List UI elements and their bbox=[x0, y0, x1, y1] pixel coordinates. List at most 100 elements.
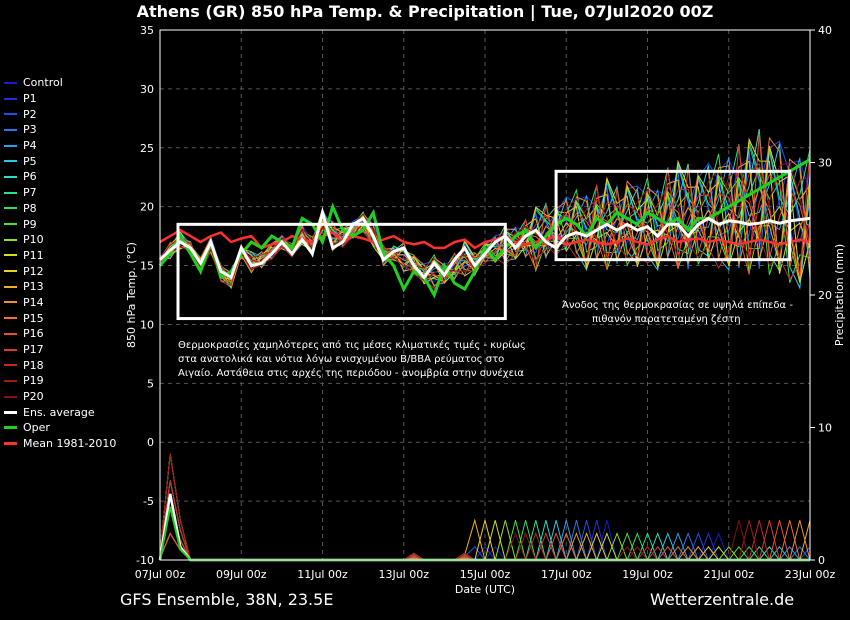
legend-label: P10 bbox=[23, 233, 44, 247]
y-tick-label: 10 bbox=[140, 318, 154, 331]
legend-item: P10 bbox=[4, 232, 116, 248]
legend-item: P7 bbox=[4, 185, 116, 201]
legend-item: P11 bbox=[4, 248, 116, 264]
legend-item: Ens. average bbox=[4, 404, 116, 420]
legend-item: P16 bbox=[4, 326, 116, 342]
highlight-box bbox=[176, 222, 507, 321]
y-axis-label: 850 hPa Temp. (°C) bbox=[125, 242, 138, 348]
legend-label: P3 bbox=[23, 123, 37, 137]
legend-label: P4 bbox=[23, 139, 37, 153]
y-tick-label: 30 bbox=[140, 83, 154, 96]
legend-item: Oper bbox=[4, 420, 116, 436]
y-tick-label: 5 bbox=[147, 377, 154, 390]
legend-item: P14 bbox=[4, 295, 116, 311]
legend-item: P3 bbox=[4, 122, 116, 138]
legend-swatch bbox=[4, 81, 17, 84]
footer-model: GFS Ensemble, 38N, 23.5E bbox=[120, 590, 334, 609]
highlight-box bbox=[554, 169, 792, 262]
legend-swatch bbox=[4, 426, 17, 430]
legend-label: P5 bbox=[23, 154, 37, 168]
legend-swatch bbox=[4, 160, 17, 163]
x-tick-label: 21Jul 00z bbox=[703, 568, 754, 581]
y-tick-label: 25 bbox=[140, 142, 154, 155]
legend-item: P18 bbox=[4, 357, 116, 373]
annotation-left-line: στα ανατολικά και νότια λόγω ενισχυμένου… bbox=[178, 354, 505, 365]
y2-tick-label: 20 bbox=[818, 289, 832, 302]
footer-site: Wetterzentrale.de bbox=[650, 590, 795, 609]
legend-swatch bbox=[4, 128, 17, 131]
chart-title: Athens (GR) 850 hPa Temp. & Precipitatio… bbox=[136, 2, 714, 21]
y-tick-label: 20 bbox=[140, 201, 154, 214]
legend-item: P5 bbox=[4, 153, 116, 169]
legend-swatch bbox=[4, 301, 17, 304]
legend-item: P15 bbox=[4, 310, 116, 326]
member-line bbox=[159, 168, 811, 282]
annotation-right-line: πιθανόν παρατεταμένη ζέστη bbox=[592, 314, 741, 325]
y-tick-label: 15 bbox=[140, 260, 154, 273]
y2-axis-label: Precipitation (mm) bbox=[833, 244, 846, 346]
legend-item: Mean 1981-2010 bbox=[4, 436, 116, 452]
legend-label: P14 bbox=[23, 295, 44, 309]
x-tick-label: 17Jul 00z bbox=[541, 568, 592, 581]
legend-swatch bbox=[4, 379, 17, 382]
annotation-right: Άνοδος της θερμοκρασίας σε υψηλά επίπεδα… bbox=[562, 299, 793, 327]
annotation-left-line: Αιγαίο. Αστάθεια στις αρχές της περιόδου… bbox=[178, 368, 524, 379]
legend-item: P12 bbox=[4, 263, 116, 279]
legend-swatch bbox=[4, 97, 17, 100]
annotation-left: Θερμοκρασίες χαμηλότερες από τις μέσες κ… bbox=[178, 339, 526, 381]
highlight-boxes bbox=[176, 169, 792, 321]
legend-item: P19 bbox=[4, 373, 116, 389]
legend: Control P1 P2 P3 P4 P5 P6 P7 P8 P9 P10 P11 P12 P13 P14… bbox=[4, 75, 116, 452]
legend-label: P20 bbox=[23, 390, 44, 404]
ens-average-line bbox=[158, 206, 811, 280]
legend-label: P15 bbox=[23, 311, 44, 325]
legend-item: P1 bbox=[4, 91, 116, 107]
legend-label: P12 bbox=[23, 264, 44, 278]
legend-item: P4 bbox=[4, 138, 116, 154]
y-tick-label: -10 bbox=[136, 554, 154, 567]
climate-mean-line bbox=[159, 228, 811, 250]
grid bbox=[159, 29, 811, 561]
legend-swatch bbox=[4, 207, 17, 210]
legend-item: P17 bbox=[4, 342, 116, 358]
legend-swatch bbox=[4, 317, 17, 320]
legend-swatch bbox=[4, 410, 17, 414]
y2-tick-label: 0 bbox=[818, 554, 825, 567]
legend-label: P2 bbox=[23, 107, 37, 121]
legend-label: P6 bbox=[23, 170, 37, 184]
y2-tick-label: 30 bbox=[818, 157, 832, 170]
legend-swatch bbox=[4, 238, 17, 241]
legend-label: P18 bbox=[23, 358, 44, 372]
y-tick-label: -5 bbox=[143, 495, 154, 508]
y2-tick-label: 40 bbox=[818, 24, 832, 37]
legend-label: P19 bbox=[23, 374, 44, 388]
legend-label: P16 bbox=[23, 327, 44, 341]
x-tick-label: 11Jul 00z bbox=[297, 568, 348, 581]
x-tick-label: 19Jul 00z bbox=[622, 568, 673, 581]
axes: -10 -5 0 5 10 15 20 25 30 35 0 10 20 30 40 07Jul 00z 09J… bbox=[125, 24, 846, 596]
legend-item: P9 bbox=[4, 216, 116, 232]
legend-item: Control bbox=[4, 75, 116, 91]
legend-swatch bbox=[4, 285, 17, 288]
legend-label: P11 bbox=[23, 248, 44, 262]
legend-swatch bbox=[4, 395, 17, 398]
annotation-left-line: Θερμοκρασίες χαμηλότερες από τις μέσες κ… bbox=[178, 340, 526, 351]
legend-item: P8 bbox=[4, 201, 116, 217]
legend-swatch bbox=[4, 348, 17, 351]
x-tick-label: 13Jul 00z bbox=[378, 568, 429, 581]
legend-label: P9 bbox=[23, 217, 37, 231]
legend-item: P20 bbox=[4, 389, 116, 405]
y-tick-label: 35 bbox=[140, 24, 154, 37]
legend-swatch bbox=[4, 175, 17, 178]
legend-swatch bbox=[4, 364, 17, 367]
x-tick-label: 07Jul 00z bbox=[135, 568, 186, 581]
oper-line bbox=[158, 158, 811, 299]
legend-label: P17 bbox=[23, 343, 44, 357]
legend-label: P13 bbox=[23, 280, 44, 294]
legend-swatch bbox=[4, 113, 17, 116]
legend-swatch bbox=[4, 223, 17, 226]
legend-swatch bbox=[4, 442, 17, 446]
legend-label: P8 bbox=[23, 201, 37, 215]
legend-label: P1 bbox=[23, 92, 37, 106]
